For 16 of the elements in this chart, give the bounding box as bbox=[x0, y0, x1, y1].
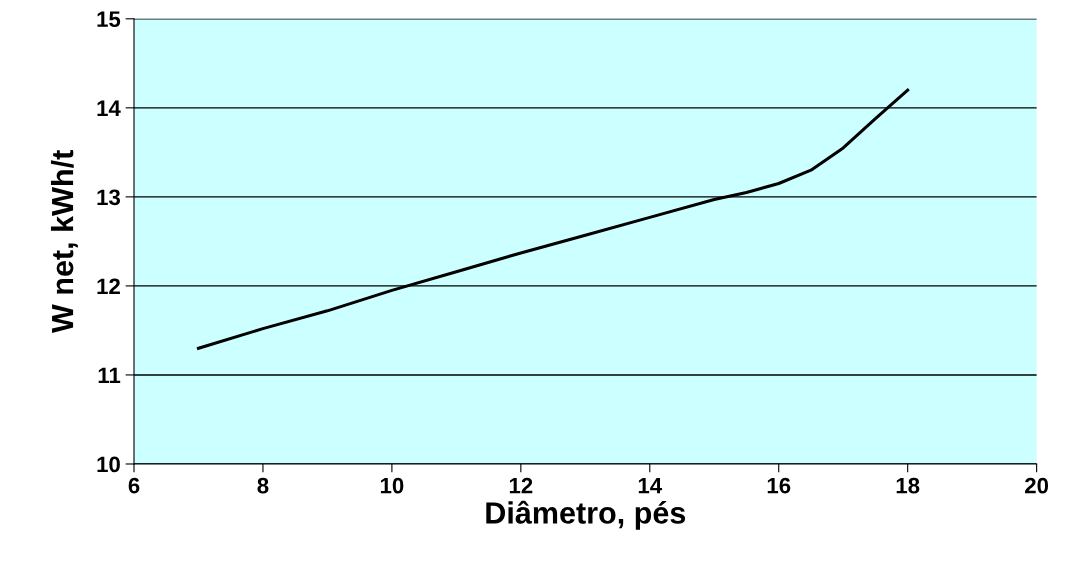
y-tick-label: 10 bbox=[97, 456, 120, 473]
y-tick-label: 12 bbox=[97, 278, 120, 294]
x-tick-label: 16 bbox=[767, 477, 791, 494]
x-tick-label: 8 bbox=[257, 477, 269, 494]
x-axis-title: Diâmetro, pés bbox=[486, 500, 686, 530]
x-tick-label: 6 bbox=[128, 477, 140, 494]
x-tick-label: 10 bbox=[380, 477, 404, 494]
x-tick-label: 14 bbox=[638, 477, 663, 494]
x-tick-label: 12 bbox=[509, 477, 533, 494]
y-tick-label: 15 bbox=[97, 11, 121, 28]
y-tick-label: 13 bbox=[97, 189, 120, 206]
x-tick-label: 20 bbox=[1025, 477, 1049, 494]
y-tick-label: 11 bbox=[98, 367, 121, 383]
y-axis-title: W net, kWh/t bbox=[50, 150, 78, 334]
x-tick-label: 18 bbox=[896, 477, 920, 494]
y-tick-label: 14 bbox=[97, 100, 121, 116]
